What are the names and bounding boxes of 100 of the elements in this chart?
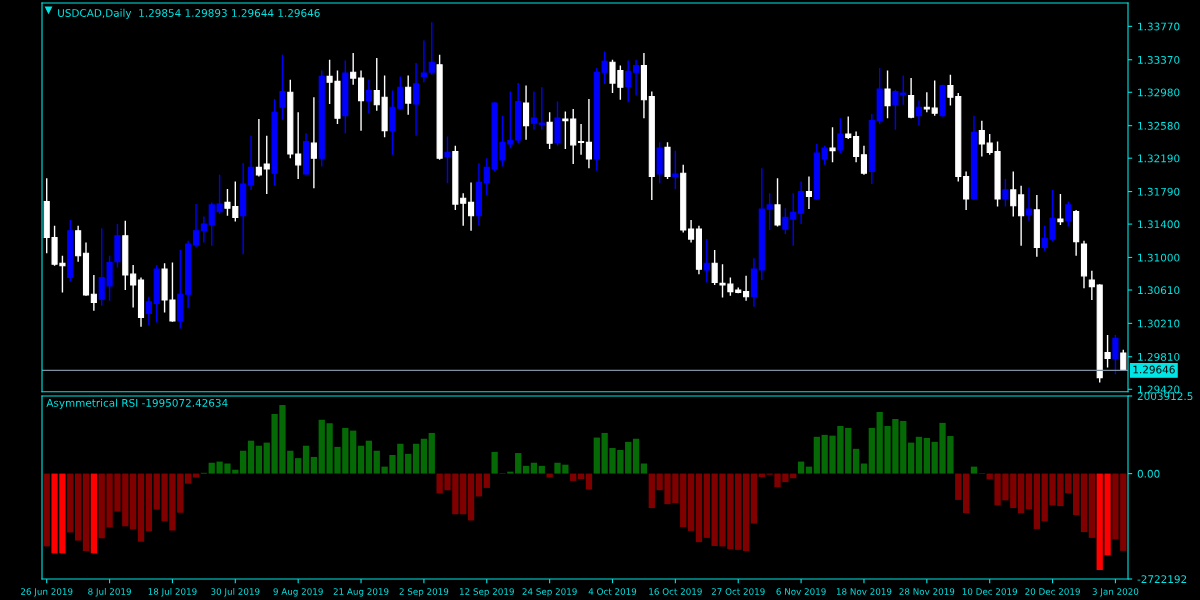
bar <box>687 473 695 531</box>
x-tick-label: 28 Nov 2019 <box>899 588 955 595</box>
bar <box>585 473 593 490</box>
bar <box>1088 473 1095 538</box>
bar <box>365 440 373 474</box>
bar <box>247 440 255 474</box>
bar <box>428 432 435 474</box>
candlestick <box>931 79 938 117</box>
bar <box>483 473 490 488</box>
candlestick <box>664 141 671 180</box>
bar <box>538 465 545 474</box>
bar <box>852 448 860 474</box>
candlestick <box>444 135 451 184</box>
x-tick-label: 24 Sep 2019 <box>522 588 577 597</box>
x-tick-label: 6 Nov 2019 <box>776 588 826 595</box>
x-tick-label: 26 Jun 2019 <box>21 588 73 597</box>
bar <box>310 456 318 474</box>
candlestick <box>436 54 443 161</box>
bar <box>522 465 530 474</box>
bar <box>82 473 90 552</box>
chart-title: Asymmetrical RSI -1995072.42634 <box>46 398 228 409</box>
candlestick <box>1112 334 1119 375</box>
candlestick <box>279 54 286 121</box>
bar <box>475 473 483 497</box>
bar <box>640 463 648 474</box>
x-tick-label: 4 Oct 2019 <box>588 588 637 595</box>
candlestick <box>1057 193 1064 226</box>
y-tick-label: 1.29810 <box>1138 352 1180 361</box>
x-tick-label: 30 Jul 2019 <box>211 588 260 597</box>
y-tick-label: 1.30210 <box>1138 319 1180 328</box>
bar <box>357 445 365 474</box>
bar <box>75 473 82 541</box>
y-tick-label: 1.31400 <box>1138 220 1180 229</box>
candlestick <box>546 111 553 150</box>
x-tick-label: 20 Dec 2019 <box>1025 588 1080 595</box>
ref-line-label: 1.29646 <box>1133 365 1175 374</box>
bar <box>805 466 813 474</box>
y-tick-label: 1.33370 <box>1138 55 1180 64</box>
candlestick <box>1002 178 1009 208</box>
y-tick-label: 1.31790 <box>1138 187 1180 196</box>
candlestick <box>939 84 946 118</box>
bar <box>593 437 600 474</box>
bar <box>962 473 970 514</box>
y-tick-label: 1.32580 <box>1138 121 1180 130</box>
bar <box>515 453 522 474</box>
x-tick-label: 27 Oct 2019 <box>711 588 765 595</box>
candlestick <box>672 149 679 190</box>
candlestick <box>554 100 561 147</box>
x-tick-label: 18 Nov 2019 <box>836 588 892 595</box>
bar <box>185 473 192 484</box>
y-tick-label: 0.00 <box>1137 469 1160 478</box>
bar <box>1025 473 1033 510</box>
x-tick-label: 10 Dec 2019 <box>962 588 1018 595</box>
candlestick <box>114 223 121 269</box>
bar <box>530 462 538 474</box>
candlestick <box>271 98 278 187</box>
candlestick <box>656 141 663 184</box>
bar <box>350 430 357 474</box>
bar <box>1033 473 1040 529</box>
bar <box>1017 473 1025 514</box>
x-tick-label: 9 Aug 2019 <box>273 588 323 597</box>
x-tick-label: 12 Sep 2019 <box>460 588 514 597</box>
candlestick <box>766 192 773 231</box>
x-tick-label: 21 Aug 2019 <box>333 588 389 597</box>
bar <box>632 438 640 474</box>
x-tick-label: 3 Jan 2020 <box>1092 588 1139 597</box>
bar <box>67 473 74 533</box>
bar <box>797 461 805 474</box>
x-tick-label: 16 Oct 2019 <box>649 588 702 595</box>
bar <box>915 436 923 474</box>
bar <box>467 473 475 521</box>
bar <box>648 473 655 509</box>
candlestick <box>263 134 270 195</box>
candlestick <box>884 69 891 119</box>
bar <box>412 443 420 474</box>
bar <box>405 453 412 474</box>
bar <box>742 473 750 552</box>
bar <box>907 442 915 474</box>
x-tick-label: 18 Jul 2019 <box>148 588 197 597</box>
bar <box>703 473 710 538</box>
bar <box>145 473 153 532</box>
bar <box>695 473 703 543</box>
y-tick-label: 1.32190 <box>1138 154 1180 163</box>
x-tick-label: 8 Jul 2019 <box>88 588 131 597</box>
bar <box>1072 473 1080 516</box>
bar <box>570 473 577 481</box>
bar <box>295 458 302 474</box>
y-tick-label: 1.32980 <box>1138 88 1180 97</box>
bar <box>255 445 263 474</box>
bar <box>1080 473 1088 533</box>
bar <box>813 436 820 474</box>
bar <box>955 473 962 500</box>
y-tick-label: 1.29420 <box>1138 385 1180 394</box>
bar <box>137 473 145 542</box>
y-tick-label: 2003912.5 <box>1137 392 1193 401</box>
bar <box>970 466 978 474</box>
bar <box>43 473 50 547</box>
candlestick <box>845 115 852 140</box>
candlestick <box>711 249 718 286</box>
y-tick-label: 1.30610 <box>1138 286 1180 295</box>
